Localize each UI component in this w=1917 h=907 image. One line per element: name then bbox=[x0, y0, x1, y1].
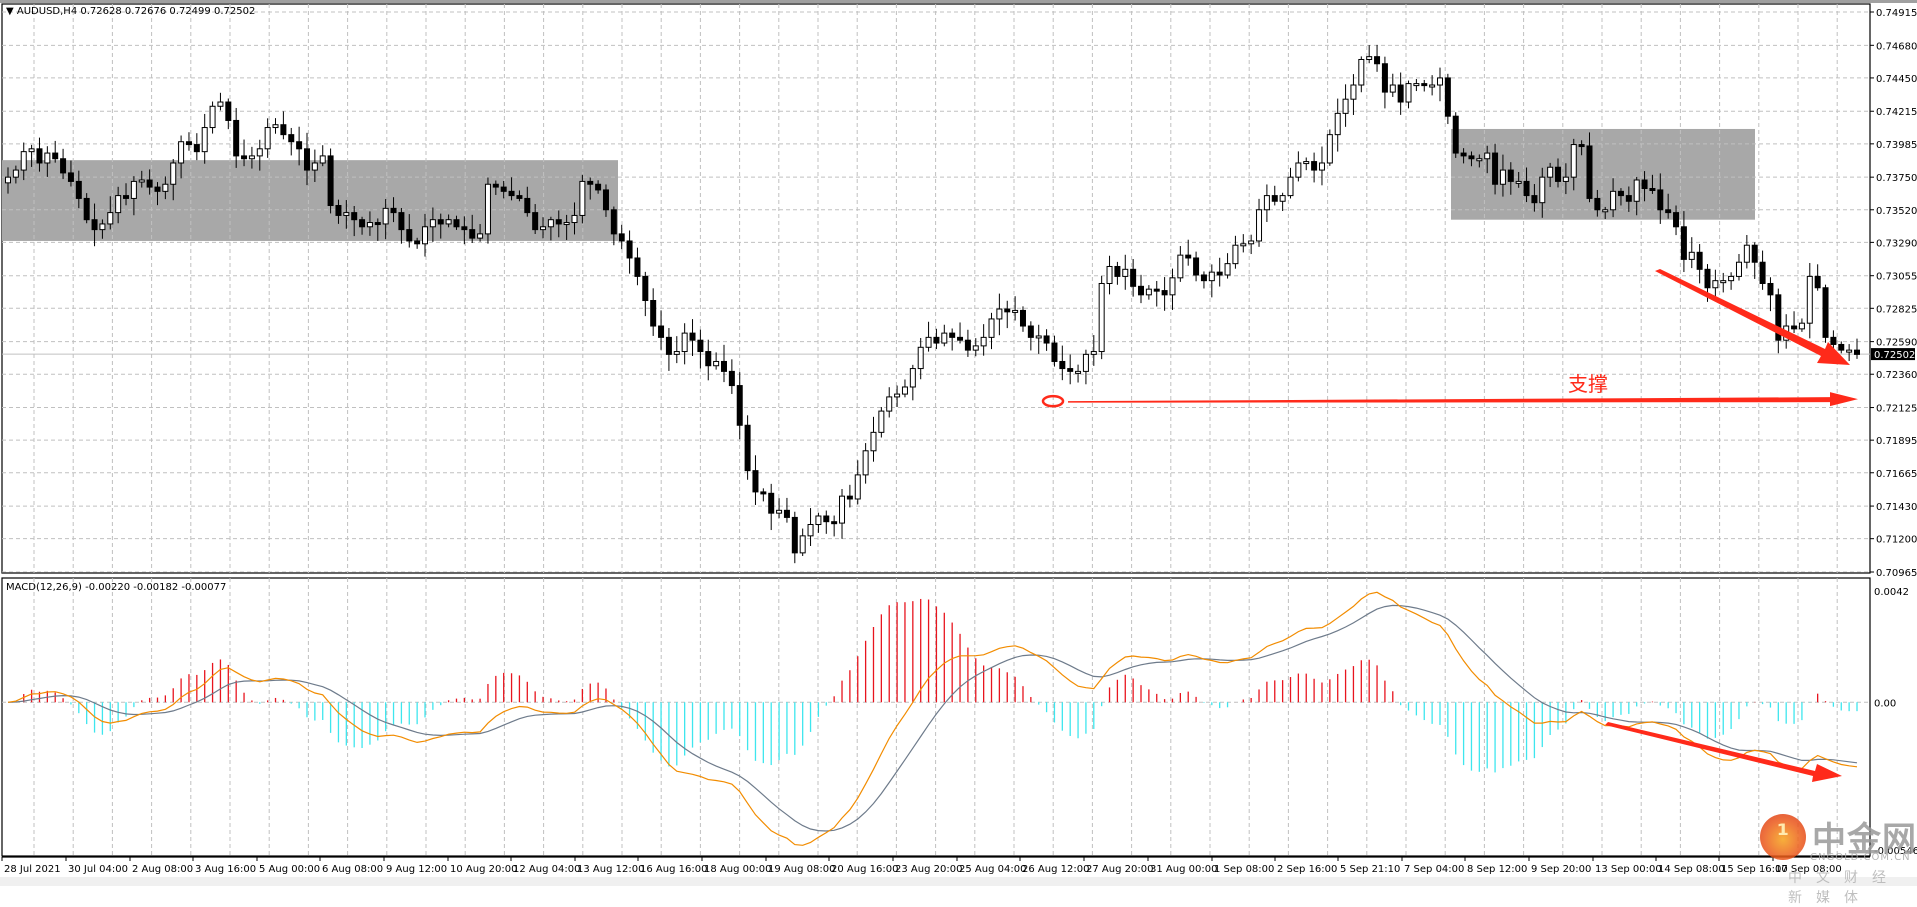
svg-text:0.71200: 0.71200 bbox=[1876, 535, 1917, 546]
svg-text:27 Aug 20:00: 27 Aug 20:00 bbox=[1086, 864, 1153, 875]
svg-text:0.72125: 0.72125 bbox=[1876, 404, 1917, 415]
svg-text:0.72825: 0.72825 bbox=[1876, 304, 1917, 315]
grid-lines bbox=[2, 4, 1870, 856]
svg-text:1 Sep 08:00: 1 Sep 08:00 bbox=[1214, 864, 1274, 875]
svg-text:0.72502: 0.72502 bbox=[1874, 350, 1915, 361]
symbol-info-label: ▼ AUDUSD,H4 0.72628 0.72676 0.72499 0.72… bbox=[6, 6, 255, 17]
svg-text:10 Aug 20:00: 10 Aug 20:00 bbox=[450, 864, 517, 875]
svg-text:18 Aug 00:00: 18 Aug 00:00 bbox=[704, 864, 771, 875]
svg-text:19 Aug 08:00: 19 Aug 08:00 bbox=[768, 864, 835, 875]
macd-main-line bbox=[7, 591, 1858, 846]
swirl-icon: ¹ bbox=[1776, 818, 1790, 851]
time-axis: 28 Jul 2021 30 Jul 04:00 2 Aug 08:00 3 Aug … bbox=[1, 857, 1842, 875]
current-price-tag bbox=[1871, 348, 1915, 361]
svg-text:5 Sep 21:10: 5 Sep 21:10 bbox=[1340, 864, 1400, 875]
svg-text:30 Jul 04:00: 30 Jul 04:00 bbox=[68, 864, 128, 875]
svg-text:0.72360: 0.72360 bbox=[1876, 370, 1917, 381]
chart-canvas[interactable]: 0.74915 0.74680 0.74450 0.74215 0.73985 0.737… bbox=[0, 3, 1917, 886]
cngold-watermark: ¹ 中金网 CNGOLD.COM.CN 中文财经新媒体 bbox=[1760, 812, 1917, 906]
macd-histogram bbox=[23, 598, 1858, 773]
macd-downtrend-arrow[interactable] bbox=[1605, 722, 1842, 782]
svg-text:0.73055: 0.73055 bbox=[1876, 272, 1917, 283]
svg-text:0.00: 0.00 bbox=[1874, 698, 1896, 709]
svg-text:23 Aug 20:00: 23 Aug 20:00 bbox=[895, 864, 962, 875]
svg-text:8 Sep 12:00: 8 Sep 12:00 bbox=[1467, 864, 1527, 875]
support-low-ellipse[interactable] bbox=[1041, 394, 1065, 408]
svg-text:0.74215: 0.74215 bbox=[1876, 107, 1917, 118]
price-downtrend-arrow[interactable] bbox=[1655, 269, 1850, 365]
svg-text:0.70965: 0.70965 bbox=[1876, 568, 1917, 579]
svg-text:31 Aug 00:00: 31 Aug 00:00 bbox=[1150, 864, 1217, 875]
svg-text:7 Sep 04:00: 7 Sep 04:00 bbox=[1404, 864, 1464, 875]
symbol-ohlc-text: AUDUSD,H4 0.72628 0.72676 0.72499 0.7250… bbox=[16, 6, 256, 17]
svg-text:26 Aug 12:00: 26 Aug 12:00 bbox=[1022, 864, 1089, 875]
svg-text:6 Aug 08:00: 6 Aug 08:00 bbox=[322, 864, 383, 875]
svg-text:20 Aug 16:00: 20 Aug 16:00 bbox=[831, 864, 898, 875]
bottom-bar bbox=[0, 877, 1917, 886]
svg-text:13 Aug 12:00: 13 Aug 12:00 bbox=[577, 864, 644, 875]
svg-text:0.0042: 0.0042 bbox=[1874, 587, 1909, 598]
svg-text:25 Aug 04:00: 25 Aug 04:00 bbox=[959, 864, 1026, 875]
watermark-sub-text: 中文财经新媒体 bbox=[1788, 870, 1900, 906]
svg-text:0.73985: 0.73985 bbox=[1876, 140, 1917, 151]
support-annotation-label: 支撑 bbox=[1568, 372, 1608, 396]
svg-text:0.71895: 0.71895 bbox=[1876, 436, 1917, 447]
macd-indicator-label: MACD(12,26,9) -0.00220 -0.00182 -0.00077 bbox=[6, 582, 227, 593]
price-axis: 0.74915 0.74680 0.74450 0.74215 0.73985 0.737… bbox=[1870, 8, 1917, 579]
svg-text:-0.00546: -0.00546 bbox=[1874, 846, 1917, 857]
svg-text:0.73290: 0.73290 bbox=[1876, 238, 1917, 249]
watermark-cn-text: 中金网 bbox=[1812, 820, 1917, 860]
svg-text:3 Aug 16:00: 3 Aug 16:00 bbox=[195, 864, 256, 875]
svg-text:2 Aug 08:00: 2 Aug 08:00 bbox=[132, 864, 193, 875]
svg-text:0.71430: 0.71430 bbox=[1876, 502, 1917, 513]
annotations[interactable] bbox=[1041, 269, 1858, 782]
triangle-down-icon[interactable]: ▼ bbox=[6, 6, 14, 17]
svg-text:2 Sep 16:00: 2 Sep 16:00 bbox=[1277, 864, 1337, 875]
svg-text:0.71665: 0.71665 bbox=[1876, 469, 1917, 480]
watermark-en-text: CNGOLD.COM.CN bbox=[1810, 852, 1911, 863]
svg-text:16 Aug 16:00: 16 Aug 16:00 bbox=[640, 864, 707, 875]
svg-text:0.73520: 0.73520 bbox=[1876, 206, 1917, 217]
svg-text:0.73750: 0.73750 bbox=[1876, 173, 1917, 184]
svg-text:14 Sep 08:00: 14 Sep 08:00 bbox=[1658, 864, 1725, 875]
svg-text:15 Sep 16:00: 15 Sep 16:00 bbox=[1721, 864, 1788, 875]
svg-text:5 Aug 00:00: 5 Aug 00:00 bbox=[259, 864, 320, 875]
cngold-logo-icon bbox=[1760, 814, 1806, 860]
svg-text:0.74450: 0.74450 bbox=[1876, 74, 1917, 85]
svg-text:12 Aug 04:00: 12 Aug 04:00 bbox=[513, 864, 580, 875]
svg-text:13 Sep 00:00: 13 Sep 00:00 bbox=[1595, 864, 1662, 875]
svg-text:9 Aug 12:00: 9 Aug 12:00 bbox=[386, 864, 447, 875]
window-top-border bbox=[0, 0, 1917, 3]
chart-window[interactable]: 0.74915 0.74680 0.74450 0.74215 0.73985 0.737… bbox=[0, 3, 1917, 886]
candlesticks bbox=[5, 44, 1860, 564]
svg-text:9 Sep 20:00: 9 Sep 20:00 bbox=[1531, 864, 1591, 875]
svg-text:0.74680: 0.74680 bbox=[1876, 41, 1917, 52]
macd-signal-line bbox=[7, 604, 1858, 832]
support-arrow[interactable] bbox=[1068, 392, 1858, 407]
svg-text:0.74915: 0.74915 bbox=[1876, 8, 1917, 19]
svg-text:28 Jul 2021: 28 Jul 2021 bbox=[4, 864, 61, 875]
svg-text:0.72590: 0.72590 bbox=[1876, 338, 1917, 349]
svg-text:17 Sep 08:00: 17 Sep 08:00 bbox=[1775, 864, 1842, 875]
